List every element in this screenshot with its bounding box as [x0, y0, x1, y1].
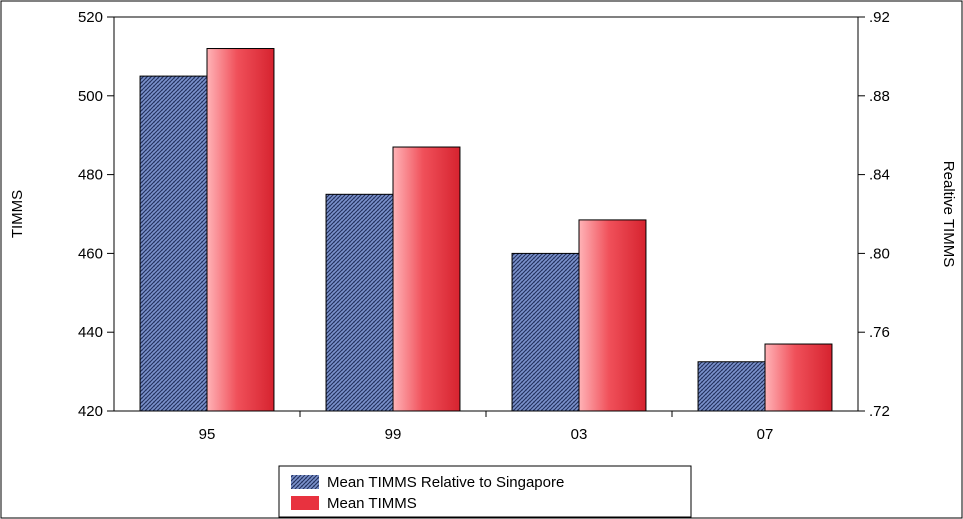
- bar-mean-07: [764, 343, 833, 412]
- x-tick-label: 03: [571, 426, 588, 443]
- legend-swatch-mean: [291, 496, 319, 510]
- bar-mean-95: [206, 48, 275, 412]
- bar-mean-03: [578, 219, 647, 412]
- y-tick-label: 480: [78, 167, 103, 184]
- y2-tick-label: .76: [869, 324, 890, 341]
- legend-label-relative: Mean TIMMS Relative to Singapore: [327, 474, 564, 491]
- y2-tick-label: .92: [869, 9, 890, 26]
- bar-mean-99: [392, 146, 461, 412]
- y-tick-label: 520: [78, 9, 103, 26]
- y2-tick-label: .80: [869, 245, 890, 262]
- bar-relative-95: [139, 75, 208, 412]
- y-tick-label: 500: [78, 88, 103, 105]
- legend-label-mean: Mean TIMMS: [327, 495, 417, 512]
- bar-relative-07: [697, 361, 766, 412]
- bar-relative-99: [325, 193, 394, 412]
- legend: Mean TIMMS Relative to Singapore Mean TI…: [278, 465, 692, 518]
- legend-box: [278, 465, 692, 518]
- y-tick-label: 440: [78, 324, 103, 341]
- x-tick-label: 95: [199, 426, 216, 443]
- y-axis-title: TIMMS: [9, 190, 26, 238]
- y-tick-label: 420: [78, 403, 103, 420]
- y2-tick-label: .88: [869, 88, 890, 105]
- x-tick-label: 99: [385, 426, 402, 443]
- ticks-layer: 420 440 460 480 500 520 .72 .76 .80 .84 .88 .92 95 99…: [78, 9, 890, 443]
- y2-tick-label: .72: [869, 403, 890, 420]
- bar-relative-03: [511, 252, 580, 412]
- x-tick-label: 07: [757, 426, 774, 443]
- bars-layer: [139, 48, 833, 412]
- y2-tick-label: .84: [869, 167, 890, 184]
- y-tick-label: 460: [78, 245, 103, 262]
- y2-axis-title: Realtive TIMMS: [940, 161, 957, 267]
- legend-swatch-relative: [291, 475, 319, 489]
